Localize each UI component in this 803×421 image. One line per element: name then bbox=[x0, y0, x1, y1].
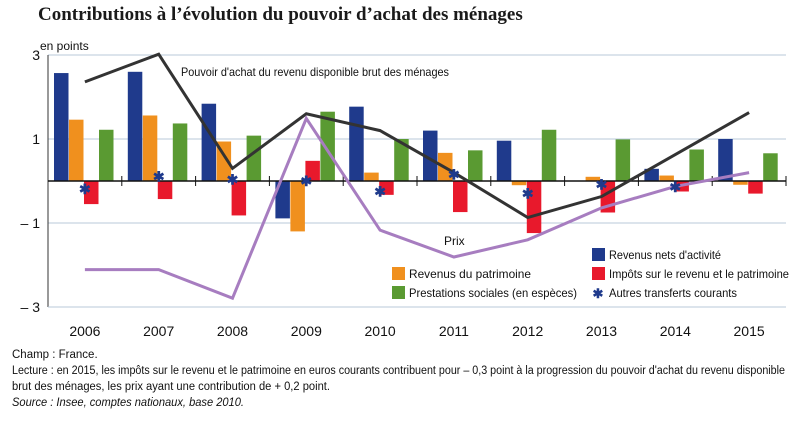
bar-2007 bbox=[127, 71, 143, 181]
cross-marker: ✱ bbox=[300, 173, 312, 189]
legend-swatch bbox=[392, 267, 405, 280]
cross-marker: ✱ bbox=[596, 176, 608, 192]
x-tick-label: 2010 bbox=[365, 323, 396, 339]
x-tick-label: 2008 bbox=[217, 323, 248, 339]
legend-label: Impôts sur le revenu et le patrimoine bbox=[609, 267, 789, 281]
bar-2014 bbox=[689, 149, 704, 181]
bar-2013 bbox=[585, 176, 601, 181]
annotation-prix: Prix bbox=[444, 234, 465, 248]
x-axis bbox=[48, 176, 787, 186]
bar-2010 bbox=[364, 172, 379, 181]
note-lecture-1: Lecture : en 2015, les impôts sur le rev… bbox=[12, 365, 785, 377]
bar-2014 bbox=[644, 168, 659, 181]
bar-2009 bbox=[275, 181, 290, 219]
y-tick-label: 1 bbox=[32, 131, 40, 147]
bar-2011 bbox=[423, 130, 438, 181]
bar-2015 bbox=[748, 181, 763, 194]
bar-2012 bbox=[526, 181, 542, 234]
bar-2009 bbox=[290, 181, 305, 232]
annotation-pouvoir: Pouvoir d'achat du revenu disponible bru… bbox=[181, 65, 449, 79]
x-tick-labels: 2006 2007 2008 2009 2010 2011 2012 2013 2014 2015 bbox=[69, 323, 765, 339]
bar-2015 bbox=[718, 139, 733, 181]
y-tick-label: – 1 bbox=[21, 215, 41, 231]
bar-2007 bbox=[172, 123, 188, 181]
cross-marker: ✱ bbox=[669, 179, 681, 195]
x-tick-label: 2009 bbox=[291, 323, 322, 339]
bar-2015 bbox=[733, 181, 748, 185]
bar-2007 bbox=[142, 115, 158, 181]
legend-swatch bbox=[592, 248, 605, 261]
x-tick-label: 2014 bbox=[660, 323, 691, 339]
bar-2007 bbox=[157, 181, 173, 200]
x-tick-label: 2012 bbox=[512, 323, 543, 339]
bar-2008 bbox=[201, 103, 217, 181]
cross-marker: ✱ bbox=[374, 184, 386, 200]
bar-2011 bbox=[453, 181, 468, 213]
cross-marker: ✱ bbox=[227, 172, 239, 188]
bar-2008 bbox=[231, 181, 247, 216]
legend-cross-icon: ✱ bbox=[593, 286, 604, 301]
lines bbox=[84, 52, 750, 301]
legend-label: Revenus nets d'activité bbox=[609, 248, 721, 262]
x-tick-label: 2015 bbox=[734, 323, 765, 339]
note-lecture-2: brut des ménages, les prix ayant une con… bbox=[12, 381, 330, 393]
y-axis-label: en points bbox=[40, 39, 89, 53]
legend-label: Prestations sociales (en espèces) bbox=[409, 286, 577, 300]
legend: Revenus nets d'activité Revenus du patrim… bbox=[392, 248, 789, 301]
cross-marker: ✱ bbox=[448, 167, 460, 183]
bar-2011 bbox=[468, 150, 483, 181]
y-tick-label: 3 bbox=[32, 47, 40, 63]
bar-2012 bbox=[511, 181, 527, 186]
legend-swatch bbox=[392, 286, 405, 299]
x-tick-label: 2007 bbox=[143, 323, 174, 339]
legend-label: Autres transferts courants bbox=[609, 286, 737, 300]
bar-2010 bbox=[394, 139, 409, 181]
line-prix bbox=[84, 115, 750, 301]
x-tick-label: 2011 bbox=[439, 323, 469, 339]
bar-2009 bbox=[320, 111, 335, 181]
y-tick-label: – 3 bbox=[21, 299, 41, 315]
x-tick-label: 2013 bbox=[586, 323, 617, 339]
line-pouvoir bbox=[84, 52, 750, 220]
y-tick-labels: 3 1 – 1 – 3 bbox=[21, 47, 41, 315]
x-tick-label: 2006 bbox=[69, 323, 100, 339]
bar-2014 bbox=[659, 175, 674, 181]
bar-2006 bbox=[99, 129, 114, 181]
note-source: Source : Insee, comptes nationaux, base … bbox=[12, 397, 244, 409]
bar-2009 bbox=[305, 160, 320, 181]
bars bbox=[54, 71, 778, 234]
bar-2012 bbox=[496, 140, 512, 181]
markers: ✱ ✱ ✱ ✱ ✱ ✱ ✱ ✱ ✱ bbox=[79, 167, 681, 202]
cross-marker: ✱ bbox=[79, 181, 91, 197]
chart-title: Contributions à l’évolution du pouvoir d… bbox=[38, 4, 523, 25]
cross-marker: ✱ bbox=[153, 168, 165, 184]
bar-2006 bbox=[84, 181, 99, 205]
note-champ: Champ : France. bbox=[12, 349, 98, 361]
bar-2006 bbox=[69, 119, 84, 181]
legend-label: Revenus du patrimoine bbox=[409, 267, 531, 281]
bar-2015 bbox=[763, 153, 778, 181]
bar-2012 bbox=[541, 129, 557, 181]
legend-swatch bbox=[592, 267, 605, 280]
bar-2010 bbox=[349, 106, 364, 181]
cross-marker: ✱ bbox=[522, 186, 534, 202]
bar-2010 bbox=[379, 181, 394, 195]
bar-2006 bbox=[54, 73, 69, 181]
bar-2013 bbox=[615, 139, 631, 181]
bar-2008 bbox=[246, 135, 262, 181]
